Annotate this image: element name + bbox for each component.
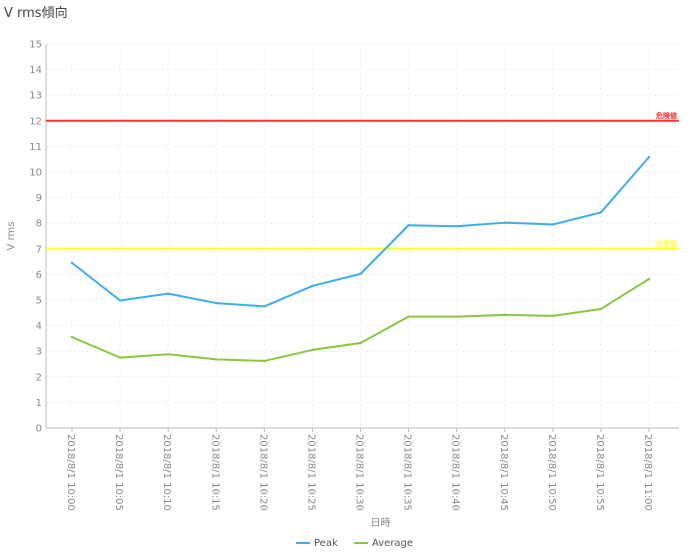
data-point xyxy=(551,223,555,226)
data-point xyxy=(599,307,603,311)
y-tick-label: 4 xyxy=(36,321,42,332)
reference-line-label: 注意値 xyxy=(656,239,677,248)
chart-title: V rms傾向 xyxy=(4,6,68,21)
data-point xyxy=(407,224,410,227)
y-tick-label: 13 xyxy=(29,91,42,102)
data-point xyxy=(166,292,170,295)
y-tick-label: 6 xyxy=(36,270,42,281)
x-tick-label: 2018/8/1 10:00 xyxy=(65,434,76,511)
x-tick-label: 2018/8/1 10:55 xyxy=(594,434,605,511)
data-point xyxy=(359,272,362,276)
x-axis-label: 日時 xyxy=(371,517,391,529)
x-tick-label: 2018/8/1 10:20 xyxy=(257,434,268,511)
x-tick-label: 2018/8/1 10:35 xyxy=(402,434,413,511)
x-tick-label: 2018/8/1 10:40 xyxy=(450,434,461,511)
y-tick-label: 2 xyxy=(36,372,42,383)
x-tick-label: 2018/8/1 10:05 xyxy=(113,434,124,511)
x-tick-label: 2018/8/1 11:00 xyxy=(642,434,653,511)
data-point xyxy=(647,155,651,159)
y-tick-label: 0 xyxy=(36,424,42,435)
data-point xyxy=(70,335,74,339)
legend-label: Peak xyxy=(314,538,338,549)
reference-line-label: 危険値 xyxy=(655,111,677,120)
x-tick-label: 2018/8/1 10:25 xyxy=(305,434,316,511)
data-point xyxy=(311,284,314,288)
y-tick-label: 9 xyxy=(36,193,42,204)
x-tick-label: 2018/8/1 10:45 xyxy=(498,434,509,511)
y-tick-label: 7 xyxy=(36,244,42,255)
data-point xyxy=(407,315,410,318)
x-tick-label: 2018/8/1 10:50 xyxy=(546,434,557,511)
y-axis-label: V rms xyxy=(6,222,17,251)
y-tick-label: 5 xyxy=(36,296,42,307)
data-point xyxy=(215,301,218,305)
data-point xyxy=(118,356,122,359)
y-tick-label: 11 xyxy=(29,142,42,153)
data-point xyxy=(118,299,122,302)
data-point xyxy=(311,348,314,352)
y-tick-label: 1 xyxy=(36,398,42,409)
data-point xyxy=(503,221,506,224)
y-tick-label: 15 xyxy=(29,40,42,51)
data-point xyxy=(215,358,218,361)
x-tick-label: 2018/8/1 10:15 xyxy=(209,434,220,511)
data-point xyxy=(503,313,506,317)
y-tick-label: 3 xyxy=(36,347,42,358)
data-point xyxy=(551,314,555,318)
data-point xyxy=(599,211,603,214)
y-tick-label: 12 xyxy=(29,116,42,127)
y-tick-label: 8 xyxy=(36,219,42,230)
legend-label: Average xyxy=(372,538,413,549)
y-tick-label: 10 xyxy=(29,168,42,179)
data-point xyxy=(647,277,651,281)
data-point xyxy=(263,359,266,363)
data-point xyxy=(359,341,362,345)
data-point xyxy=(263,305,266,308)
data-point xyxy=(166,353,170,356)
data-point xyxy=(455,225,458,228)
x-tick-label: 2018/8/1 10:10 xyxy=(161,434,172,511)
x-tick-label: 2018/8/1 10:30 xyxy=(354,434,365,511)
data-point xyxy=(70,261,74,265)
y-tick-label: 14 xyxy=(29,65,42,76)
data-point xyxy=(455,315,458,318)
